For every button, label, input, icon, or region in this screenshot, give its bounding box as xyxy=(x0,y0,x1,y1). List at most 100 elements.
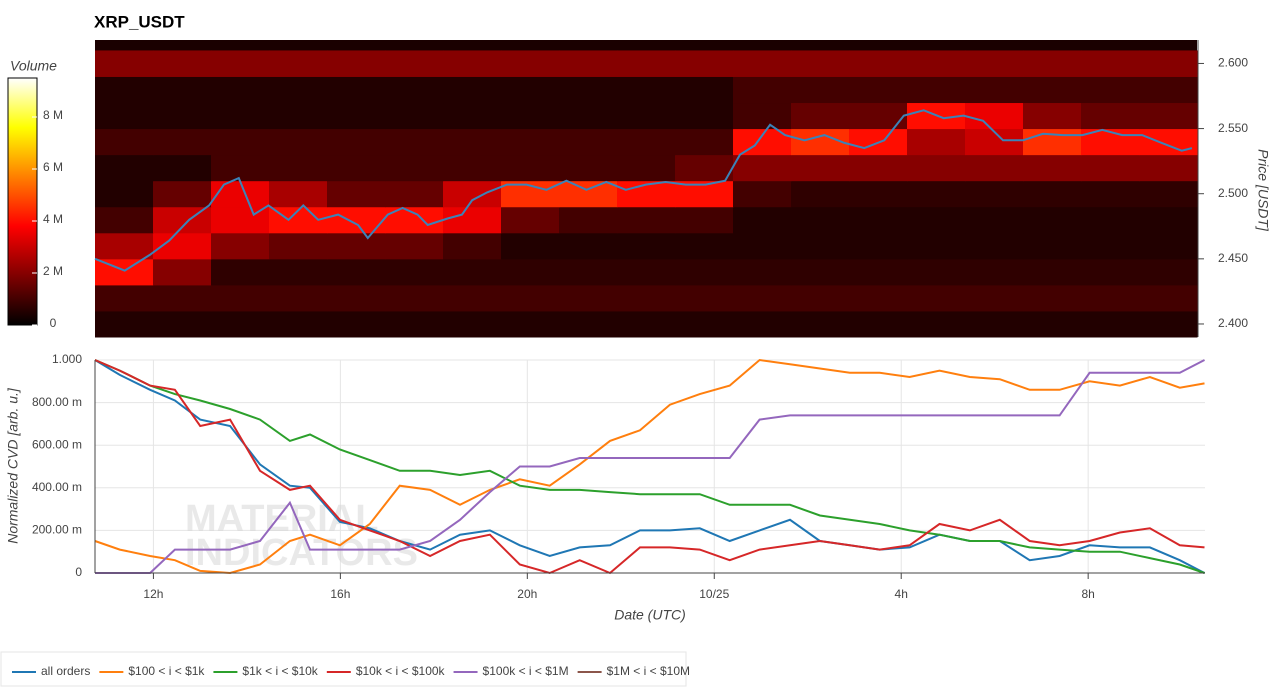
heatmap-cell xyxy=(965,102,1024,130)
heatmap-cell xyxy=(153,50,212,77)
heatmap-cell xyxy=(153,180,212,208)
heatmap-cell xyxy=(327,128,386,156)
heatmap-cell xyxy=(617,102,676,130)
heatmap-cell xyxy=(559,102,618,130)
watermark: INDICATORS xyxy=(185,532,418,574)
heatmap-cell xyxy=(501,206,560,234)
heatmap-cell xyxy=(1081,50,1140,77)
heatmap-cell xyxy=(327,50,386,77)
heatmap-cell xyxy=(675,258,734,286)
x-tick-label: 8h xyxy=(1081,587,1094,601)
heatmap-cell xyxy=(1023,76,1082,104)
heatmap-cell xyxy=(153,310,212,338)
heatmap-cell xyxy=(849,50,908,77)
heatmap-cell xyxy=(965,284,1024,312)
heatmap-cell xyxy=(849,154,908,182)
y-tick-label: 600.00 m xyxy=(32,437,82,451)
heatmap-cell xyxy=(617,76,676,104)
heatmap-cell xyxy=(95,128,154,156)
heatmap-cell xyxy=(153,128,212,156)
heatmap-cell xyxy=(443,50,502,77)
heatmap-cell xyxy=(211,154,270,182)
heatmap-cell xyxy=(153,154,212,182)
heatmap-cell xyxy=(675,50,734,77)
heatmap-cell xyxy=(849,102,908,130)
x-tick-label: 20h xyxy=(517,587,537,601)
heatmap-cell xyxy=(1139,206,1198,234)
heatmap-cell xyxy=(327,76,386,104)
heatmap-cell xyxy=(153,258,212,286)
heatmap-cell xyxy=(617,232,676,260)
heatmap-cell xyxy=(385,232,444,260)
heatmap-cell xyxy=(559,50,618,77)
x-tick-label: 10/25 xyxy=(699,587,729,601)
heatmap-cell xyxy=(559,76,618,104)
heatmap-cell xyxy=(907,284,966,312)
heatmap-cell xyxy=(95,232,154,260)
heatmap-cell xyxy=(269,232,328,260)
heatmap-cell xyxy=(211,102,270,130)
heatmap-cell xyxy=(1081,232,1140,260)
heatmap-cell xyxy=(443,232,502,260)
heatmap-cell xyxy=(907,128,966,156)
heatmap-cell xyxy=(965,232,1024,260)
heatmap-cell xyxy=(385,50,444,77)
heatmap-cell xyxy=(965,50,1024,77)
heatmap-cell xyxy=(559,310,618,338)
chart-title: XRP_USDT xyxy=(94,12,185,31)
heatmap-cell xyxy=(269,258,328,286)
heatmap-cell xyxy=(907,206,966,234)
legend-label: $1M < i < $10M xyxy=(607,664,690,678)
y2-tick-label: 2.450 xyxy=(1218,251,1248,265)
y-tick-label: 1.000 xyxy=(52,352,82,366)
heatmap-cell xyxy=(443,206,502,234)
heatmap-cell xyxy=(791,232,850,260)
heatmap-cell xyxy=(443,310,502,338)
heatmap-cell xyxy=(907,310,966,338)
heatmap-cell xyxy=(501,154,560,182)
y-axis-label: Normalized CVD [arb. u.] xyxy=(5,387,21,544)
series-line xyxy=(94,359,1205,574)
legend-box xyxy=(0,651,687,687)
heatmap-cell xyxy=(965,258,1024,286)
heatmap-cell xyxy=(211,258,270,286)
heatmap-cell xyxy=(211,50,270,77)
heatmap-cell xyxy=(211,284,270,312)
x-axis-label: Date (UTC) xyxy=(614,607,686,623)
heatmap-cell xyxy=(559,180,618,208)
y-tick-label: 400.00 m xyxy=(32,480,82,494)
heatmap-cell xyxy=(617,310,676,338)
heatmap-cell xyxy=(675,128,734,156)
heatmap-cell xyxy=(907,232,966,260)
heatmap-cell xyxy=(791,206,850,234)
heatmap-cell xyxy=(95,310,154,338)
heatmap-cell xyxy=(965,154,1024,182)
legend-label: $100k < i < $1M xyxy=(483,664,569,678)
heatmap-cell xyxy=(153,76,212,104)
heatmap-cell xyxy=(849,232,908,260)
heatmap-cell xyxy=(327,102,386,130)
heatmap-cell xyxy=(791,50,850,77)
heatmap-cell xyxy=(1023,258,1082,286)
heatmap-cell xyxy=(269,180,328,208)
heatmap-cell xyxy=(211,128,270,156)
heatmap-cell xyxy=(501,232,560,260)
series-line xyxy=(94,359,1205,575)
heatmap-cell xyxy=(269,76,328,104)
y-tick-label: 0 xyxy=(75,565,82,579)
heatmap-cell xyxy=(385,180,444,208)
heatmap-cell xyxy=(1139,50,1198,77)
heatmap-cell xyxy=(501,102,560,130)
y2-tick-label: 2.600 xyxy=(1218,56,1248,70)
heatmap-cell xyxy=(1081,154,1140,182)
heatmap-cell xyxy=(965,180,1024,208)
heatmap-cell xyxy=(95,206,154,234)
heatmap-cell xyxy=(1023,180,1082,208)
heatmap-cell xyxy=(559,154,618,182)
heatmap-cell xyxy=(385,206,444,234)
heatmap-cell xyxy=(1023,128,1082,156)
heatmap-cell xyxy=(1023,50,1082,77)
heatmap-cell xyxy=(559,232,618,260)
legend-label: $100 < i < $1k xyxy=(128,664,205,678)
